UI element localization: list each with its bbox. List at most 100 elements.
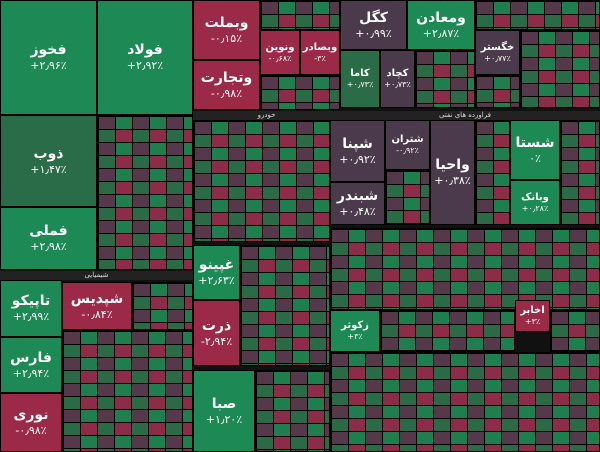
tile: ومعادن +۲٫۸۷٪: [407, 0, 475, 50]
symbol: زکوثر: [341, 320, 369, 332]
tile: غپینو +۲٫۶۳٪: [193, 245, 240, 300]
tile: شبندر +۰٫۴۸٪: [330, 182, 385, 225]
symbol: شپدیس: [70, 290, 124, 307]
symbol: صبا: [211, 395, 237, 412]
tile: تاپیکو +۲٫۹۹٪: [0, 280, 62, 337]
small-tiles: [330, 228, 600, 310]
change: ۰٪: [529, 151, 541, 165]
tile: شتران -۰٫۹۲٪: [385, 120, 430, 170]
change: -۳٪: [314, 53, 326, 63]
small-tiles: [415, 50, 475, 108]
symbol: فارس: [10, 349, 52, 366]
symbol: وبصادر: [302, 41, 338, 53]
symbol: خگستر: [480, 41, 515, 53]
small-tiles: [520, 30, 600, 108]
small-tiles: [260, 0, 340, 30]
change: -۰٫۹۲٪: [396, 146, 419, 156]
symbol: ومعادن: [416, 9, 466, 26]
change: +۲٫۸۷٪: [422, 26, 460, 40]
symbol: فخوز: [30, 42, 67, 59]
small-tiles: [475, 75, 520, 108]
change: -۰٫۶۸٪: [268, 53, 292, 63]
symbol: فولاد: [127, 42, 163, 59]
small-tiles: [380, 310, 515, 352]
tile: زکوثر +۳٪: [330, 310, 380, 352]
change: +۰٫۷۷٪: [484, 53, 511, 63]
tile: وبصادر -۳٪: [300, 30, 340, 75]
symbol: ذرت: [201, 317, 232, 334]
symbol: تاپیکو: [11, 293, 51, 310]
change: +۱٫۲۰٪: [205, 412, 243, 426]
sector-label: فراورده های نفتی: [330, 111, 600, 120]
small-tiles: [550, 310, 600, 352]
change: -۰٫۹۸٪: [15, 424, 47, 438]
tile: ذوب +۱٫۴۷٪: [0, 115, 97, 207]
small-tiles: [97, 115, 193, 270]
tile: فملی +۲٫۹۸٪: [0, 207, 97, 270]
change: +۲٫۹۲٪: [126, 59, 164, 73]
tile: فولاد +۲٫۹۲٪: [97, 0, 193, 115]
tile: فارس +۲٫۹۴٪: [0, 337, 62, 393]
sector-label: خودرو: [193, 111, 340, 120]
symbol: وبملت: [204, 14, 249, 31]
symbol: ونوین: [265, 41, 295, 53]
symbol: غپینو: [198, 257, 235, 274]
tile: وبانک +۰٫۲۸٪: [510, 180, 560, 225]
symbol: شتران: [391, 134, 424, 146]
tile: ذرت -۲٫۹۴٪: [193, 300, 240, 366]
small-tiles: [260, 75, 340, 110]
tile: خگستر +۰٫۷۷٪: [475, 30, 520, 75]
small-tiles: [255, 370, 330, 452]
symbol: اخابر: [520, 305, 545, 317]
tile: صبا +۱٫۲۰٪: [193, 370, 255, 452]
change: -۰٫۱۵٪: [210, 31, 243, 45]
tile: نوری -۰٫۹۸٪: [0, 393, 62, 452]
tile: شپنا +۰٫۹۲٪: [330, 120, 385, 182]
change: +۲٫۶۳٪: [198, 274, 235, 288]
change: +۰٫۹۹٪: [355, 26, 392, 40]
change: +۰٫۹۲٪: [339, 152, 376, 166]
sector-label: شیمیایی: [0, 271, 193, 280]
symbol: واحیا: [435, 157, 470, 174]
small-tiles: [132, 282, 193, 330]
symbol: کاما: [350, 68, 370, 80]
small-tiles: [475, 0, 600, 30]
symbol: نوری: [13, 407, 49, 424]
change: +۲٫۹۹٪: [12, 310, 50, 324]
tile: کگل +۰٫۹۹٪: [340, 0, 407, 50]
symbol: شبندر: [336, 188, 379, 205]
small-tiles: [240, 245, 330, 366]
tile: واحیا +۰٫۳۸٪: [430, 120, 475, 225]
symbol: فملی: [29, 223, 68, 240]
tile: شپدیس -۰٫۸۴٪: [62, 282, 132, 330]
small-tiles: [560, 120, 600, 225]
symbol: وتجارت: [200, 69, 253, 86]
change: +۲٫۹۴٪: [12, 366, 50, 380]
symbol: وبانک: [521, 191, 549, 203]
tile: کچاد +۰٫۷۳٪: [380, 50, 415, 108]
tile: شستا ۰٪: [510, 120, 560, 180]
change: +۲٫۹۶٪: [30, 59, 67, 73]
symbol: ذوب: [33, 145, 64, 162]
change: +۰٫۷۳٪: [346, 80, 374, 90]
small-tiles: [330, 352, 600, 452]
change: +۰٫۲۸٪: [521, 203, 549, 213]
tile: اخابر +۳٪: [515, 300, 550, 332]
tile: وتجارت -۰٫۹۸٪: [193, 60, 260, 110]
symbol: کچاد: [386, 68, 409, 80]
small-tiles: [193, 120, 330, 242]
symbol: شستا: [515, 134, 555, 151]
tile: وبملت -۰٫۱۵٪: [193, 0, 260, 60]
change: +۰٫۴۸٪: [339, 205, 376, 219]
symbol: کگل: [359, 9, 388, 26]
change: -۰٫۸۴٪: [81, 307, 113, 321]
tile: ونوین -۰٫۶۸٪: [260, 30, 300, 75]
change: +۳٪: [347, 332, 363, 342]
tile: فخوز +۲٫۹۶٪: [0, 0, 97, 115]
symbol: شپنا: [342, 135, 373, 152]
change: +۲٫۹۸٪: [30, 240, 67, 254]
small-tiles: [475, 120, 510, 225]
change: +۰٫۳۸٪: [434, 174, 471, 188]
change: +۰٫۷۳٪: [384, 80, 411, 90]
